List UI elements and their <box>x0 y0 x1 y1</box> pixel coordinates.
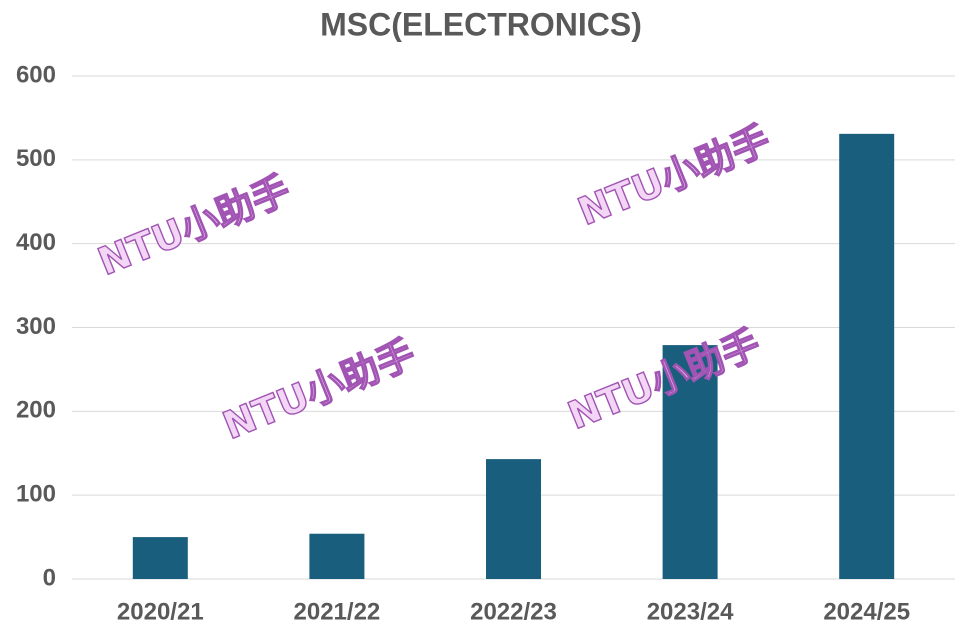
x-tick-label: 2023/24 <box>647 598 734 625</box>
y-tick-label: 200 <box>16 397 56 424</box>
x-tick-label: 2021/22 <box>294 598 381 625</box>
chart-title: MSC(ELECTRONICS) <box>320 6 642 42</box>
y-tick-label: 600 <box>16 61 56 88</box>
y-tick-label: 500 <box>16 145 56 172</box>
x-tick-label: 2020/21 <box>117 598 204 625</box>
bar <box>662 345 718 579</box>
watermark: NTU小助手 <box>92 167 296 284</box>
y-tick-label: 400 <box>16 229 56 256</box>
y-tick-label: 300 <box>16 313 56 340</box>
bar <box>132 537 188 579</box>
y-tick-label: 100 <box>16 481 56 508</box>
watermark: NTU小助手 <box>572 117 776 234</box>
bar <box>839 133 895 579</box>
x-tick-label: 2022/23 <box>470 598 557 625</box>
x-tick-label: 2024/25 <box>823 598 910 625</box>
y-tick-label: 0 <box>43 564 56 591</box>
bar <box>309 533 365 579</box>
bar <box>486 459 541 579</box>
watermark: NTU小助手 <box>217 331 421 448</box>
